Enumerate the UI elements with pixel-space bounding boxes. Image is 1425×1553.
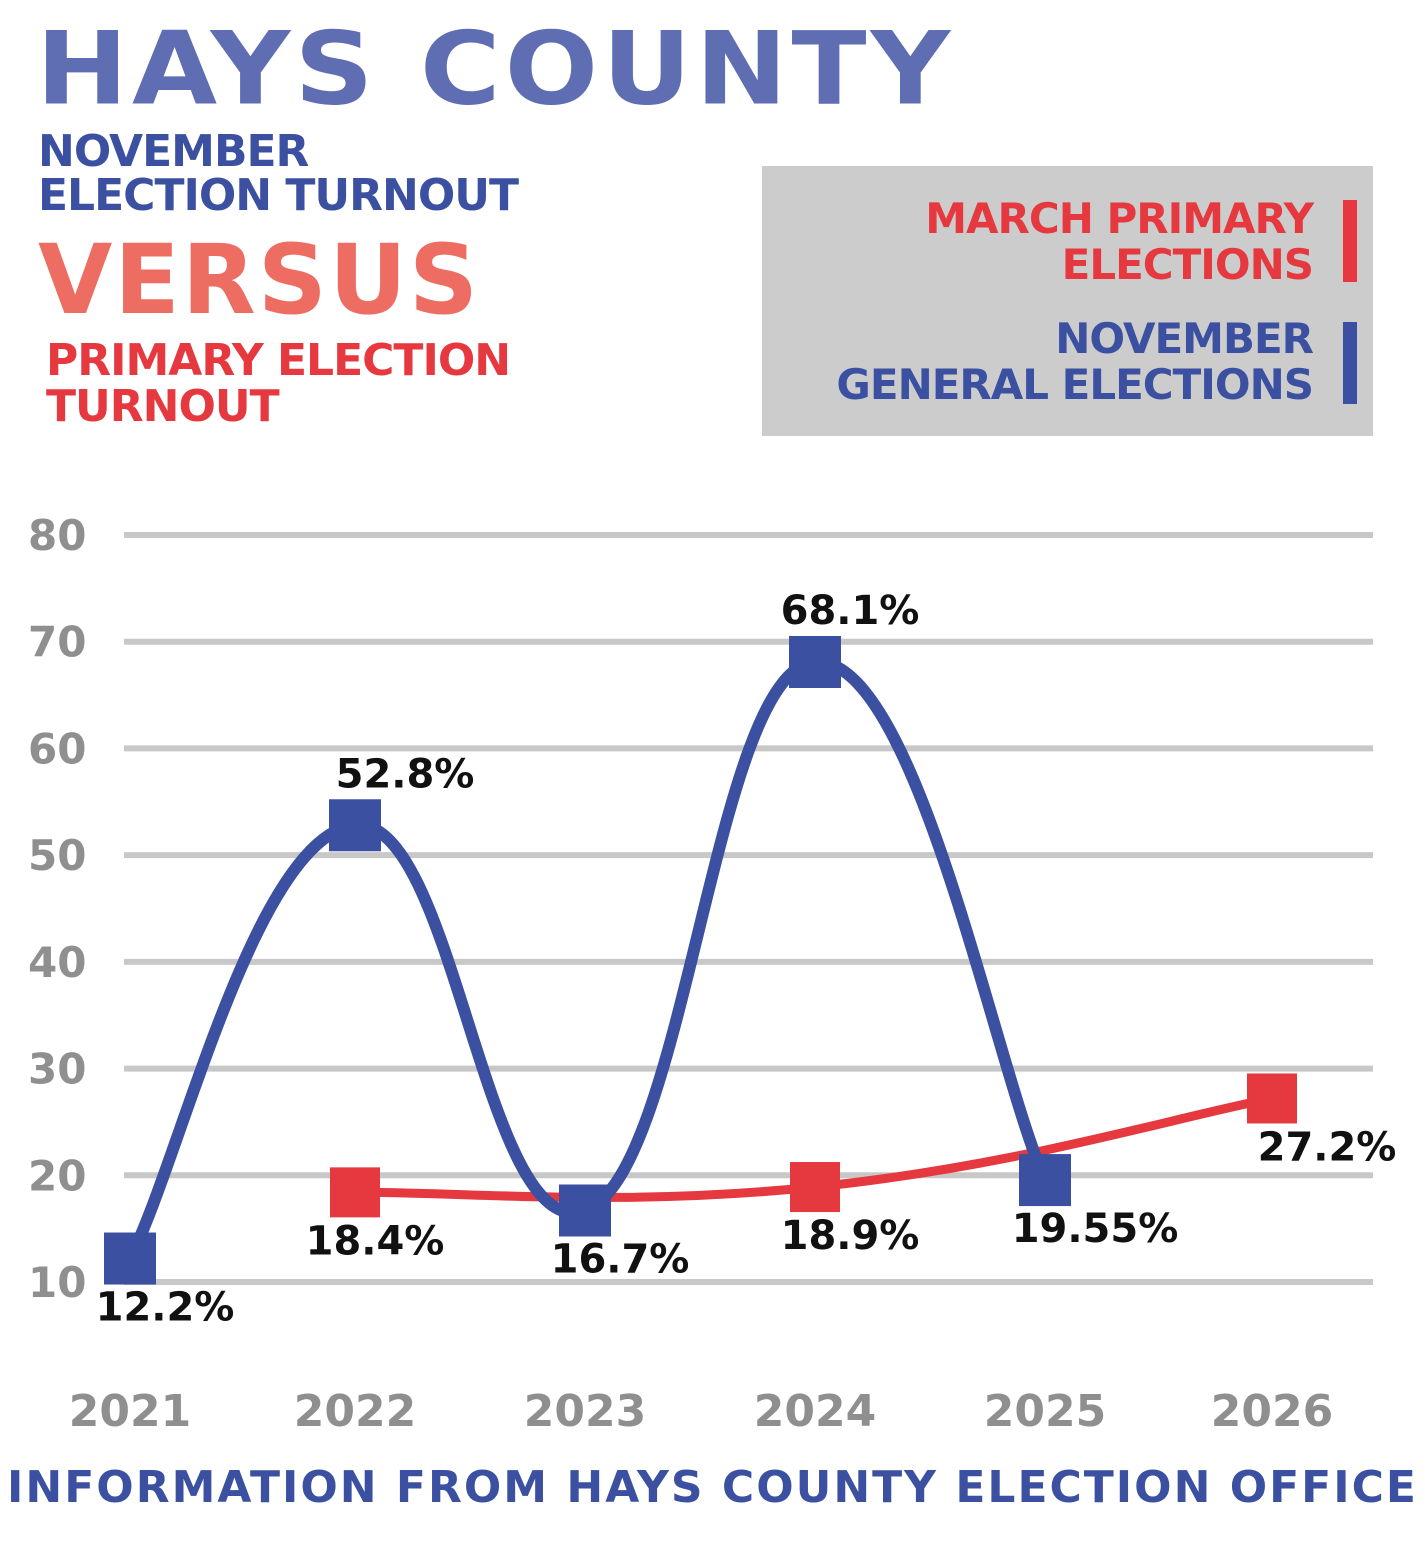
- data-label-general-2022: 52.8%: [336, 751, 475, 797]
- data-label-general-2023: 16.7%: [551, 1237, 690, 1283]
- y-tick-label-70: 70: [28, 618, 86, 667]
- data-label-general-2021: 12.2%: [96, 1285, 235, 1331]
- y-tick-label-30: 30: [28, 1045, 86, 1094]
- subtitle-november: NOVEMBER ELECTION TURNOUT: [38, 126, 519, 221]
- legend-label-primary: MARCH PRIMARY ELECTIONS: [925, 194, 1314, 289]
- data-label-general-2024: 68.1%: [781, 588, 920, 634]
- y-tick-label-40: 40: [28, 938, 86, 987]
- legend-general-line1: NOVEMBER: [1055, 314, 1314, 363]
- legend-swatch-general: [1343, 322, 1357, 404]
- marker-general-2022: [329, 799, 381, 852]
- x-tick-label-2025: 2025: [984, 1386, 1106, 1437]
- x-tick-label-2022: 2022: [294, 1386, 416, 1437]
- source-note: INFORMATION FROM HAYS COUNTY ELECTION OF…: [7, 1462, 1418, 1513]
- y-tick-label-20: 20: [28, 1151, 86, 1200]
- subtitle-primary: PRIMARY ELECTION TURNOUT: [46, 335, 511, 432]
- y-tick-label-80: 80: [28, 511, 86, 560]
- subtitle-primary-line1: PRIMARY ELECTION: [46, 335, 511, 386]
- data-label-general-2025: 19.55%: [1012, 1206, 1179, 1252]
- legend-swatch-primary: [1343, 200, 1357, 282]
- x-tick-label-2023: 2023: [524, 1386, 646, 1437]
- marker-primary-2026: [1247, 1073, 1297, 1124]
- chart-title: HAYS COUNTY: [36, 9, 955, 128]
- marker-general-2024: [789, 635, 841, 688]
- marker-primary-2024: [790, 1162, 840, 1213]
- x-tick-label-2021: 2021: [69, 1386, 191, 1437]
- x-tick-label-2026: 2026: [1211, 1386, 1333, 1437]
- legend-general-line2: GENERAL ELECTIONS: [836, 360, 1314, 409]
- subtitle-primary-line2: TURNOUT: [46, 381, 280, 432]
- x-tick-label-2024: 2024: [754, 1386, 876, 1437]
- data-label-primary-2024: 18.9%: [781, 1213, 920, 1259]
- y-tick-label-50: 50: [28, 831, 86, 880]
- data-label-primary-2022: 18.4%: [306, 1218, 445, 1264]
- chart-legend: MARCH PRIMARY ELECTIONS NOVEMBER GENERAL…: [762, 166, 1373, 436]
- versus-heading: VERSUS: [38, 224, 481, 336]
- legend-primary-line2: ELECTIONS: [1061, 240, 1314, 289]
- marker-general-2021: [104, 1232, 156, 1285]
- marker-general-2025: [1019, 1154, 1071, 1207]
- subtitle-november-line2: ELECTION TURNOUT: [38, 170, 519, 221]
- marker-general-2023: [559, 1184, 611, 1237]
- data-label-primary-2026: 27.2%: [1258, 1124, 1397, 1170]
- marker-primary-2022: [330, 1167, 380, 1218]
- subtitle-november-line1: NOVEMBER: [38, 126, 309, 177]
- legend-primary-line1: MARCH PRIMARY: [925, 194, 1314, 243]
- y-tick-label-10: 10: [28, 1258, 86, 1307]
- y-tick-label-60: 60: [28, 724, 86, 773]
- legend-label-general: NOVEMBER GENERAL ELECTIONS: [836, 314, 1314, 409]
